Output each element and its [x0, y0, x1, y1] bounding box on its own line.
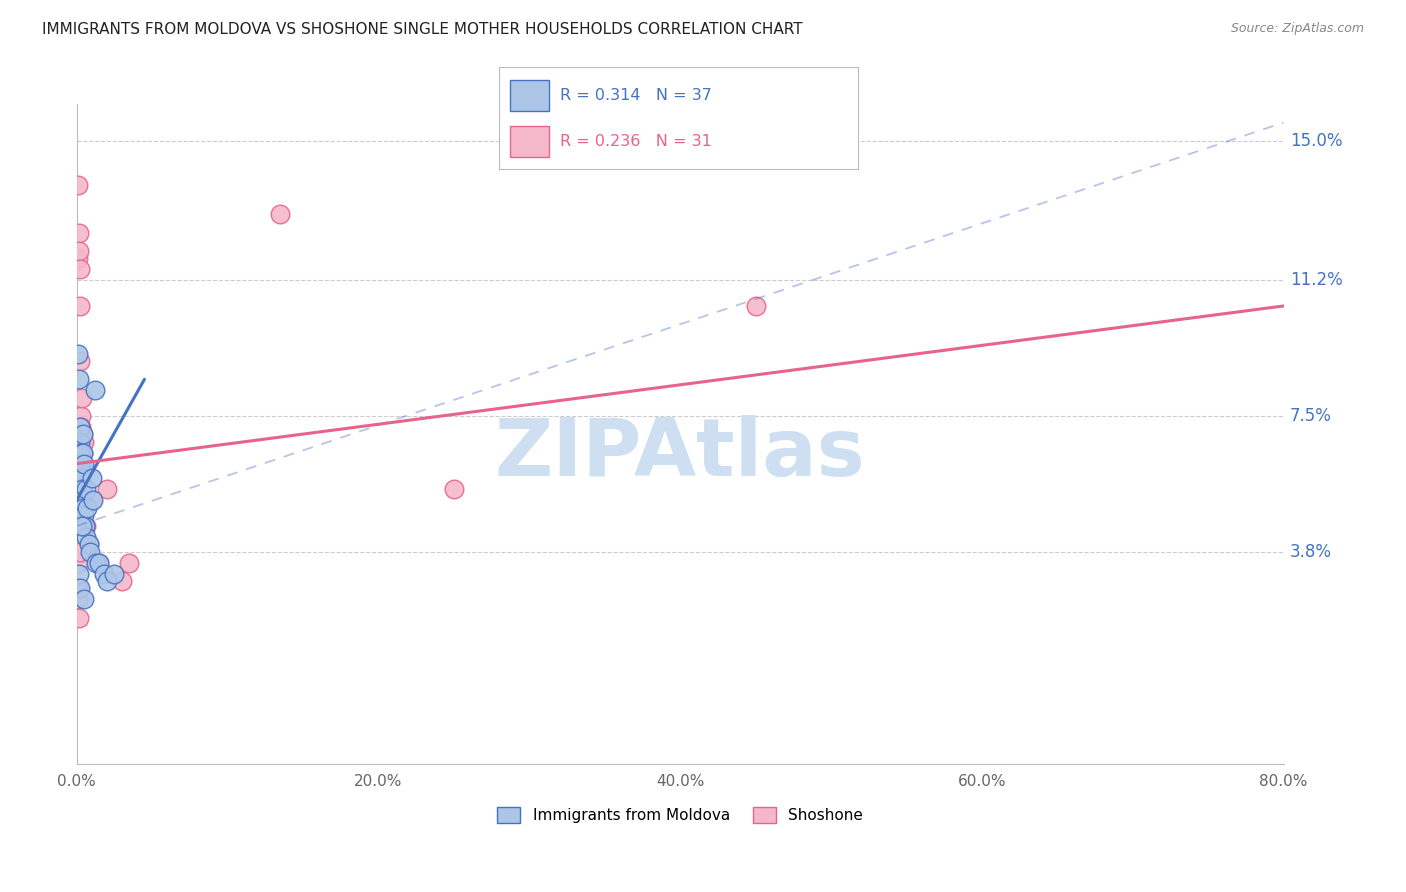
- Text: 15.0%: 15.0%: [1289, 132, 1343, 150]
- Point: [72, 427, 94, 442]
- Point: [103, 566, 125, 581]
- Point: [67, 226, 90, 240]
- Point: [75, 530, 97, 544]
- Point: [69, 420, 91, 434]
- Point: [70, 471, 93, 485]
- Point: [70, 434, 93, 449]
- Text: R = 0.236   N = 31: R = 0.236 N = 31: [560, 135, 711, 149]
- Point: [66, 500, 89, 515]
- Point: [82, 493, 104, 508]
- Point: [80, 471, 103, 485]
- Point: [73, 508, 96, 522]
- Point: [89, 556, 111, 570]
- Point: [80, 493, 103, 508]
- Point: [75, 519, 97, 533]
- Point: [70, 445, 93, 459]
- Text: ZIPAtlas: ZIPAtlas: [495, 415, 866, 493]
- Point: [72, 445, 94, 459]
- Point: [76, 500, 98, 515]
- Point: [70, 519, 93, 533]
- Point: [73, 592, 96, 607]
- FancyBboxPatch shape: [510, 127, 550, 157]
- Point: [67, 178, 90, 192]
- Point: [69, 262, 91, 277]
- Point: [69, 299, 91, 313]
- Point: [96, 483, 118, 497]
- Point: [72, 445, 94, 459]
- Point: [67, 582, 90, 596]
- Point: [77, 537, 100, 551]
- Point: [72, 493, 94, 508]
- Point: [69, 445, 91, 459]
- Point: [73, 457, 96, 471]
- Point: [70, 483, 93, 497]
- Point: [72, 500, 94, 515]
- Point: [83, 384, 105, 398]
- Point: [93, 566, 115, 581]
- Point: [73, 500, 96, 515]
- Point: [69, 354, 91, 368]
- Point: [70, 420, 93, 434]
- Point: [67, 611, 90, 625]
- Legend: Immigrants from Moldova, Shoshone: Immigrants from Moldova, Shoshone: [491, 801, 869, 830]
- Point: [67, 566, 90, 581]
- Point: [72, 427, 94, 442]
- Point: [67, 592, 90, 607]
- Point: [443, 483, 465, 497]
- Point: [269, 207, 291, 221]
- Point: [69, 434, 91, 449]
- Point: [75, 483, 97, 497]
- Point: [111, 574, 134, 588]
- Point: [73, 434, 96, 449]
- Point: [118, 556, 141, 570]
- Text: R = 0.314   N = 37: R = 0.314 N = 37: [560, 88, 711, 103]
- Point: [69, 409, 91, 423]
- Point: [96, 574, 118, 588]
- Text: 3.8%: 3.8%: [1289, 542, 1331, 561]
- Point: [67, 252, 90, 266]
- Point: [67, 244, 90, 258]
- Point: [77, 537, 100, 551]
- Text: 11.2%: 11.2%: [1289, 271, 1343, 289]
- Point: [744, 299, 766, 313]
- Point: [73, 519, 96, 533]
- FancyBboxPatch shape: [510, 80, 550, 111]
- Point: [69, 545, 91, 559]
- Point: [66, 483, 89, 497]
- Point: [67, 372, 90, 386]
- Point: [67, 519, 90, 533]
- Point: [89, 556, 111, 570]
- Point: [69, 457, 91, 471]
- Point: [66, 556, 89, 570]
- Point: [67, 508, 90, 522]
- Point: [69, 582, 91, 596]
- Text: 7.5%: 7.5%: [1289, 407, 1331, 425]
- Point: [79, 545, 101, 559]
- Point: [70, 464, 93, 478]
- Point: [84, 556, 107, 570]
- Point: [72, 391, 94, 405]
- Point: [67, 346, 90, 360]
- Text: IMMIGRANTS FROM MOLDOVA VS SHOSHONE SINGLE MOTHER HOUSEHOLDS CORRELATION CHART: IMMIGRANTS FROM MOLDOVA VS SHOSHONE SING…: [42, 22, 803, 37]
- Text: Source: ZipAtlas.com: Source: ZipAtlas.com: [1230, 22, 1364, 36]
